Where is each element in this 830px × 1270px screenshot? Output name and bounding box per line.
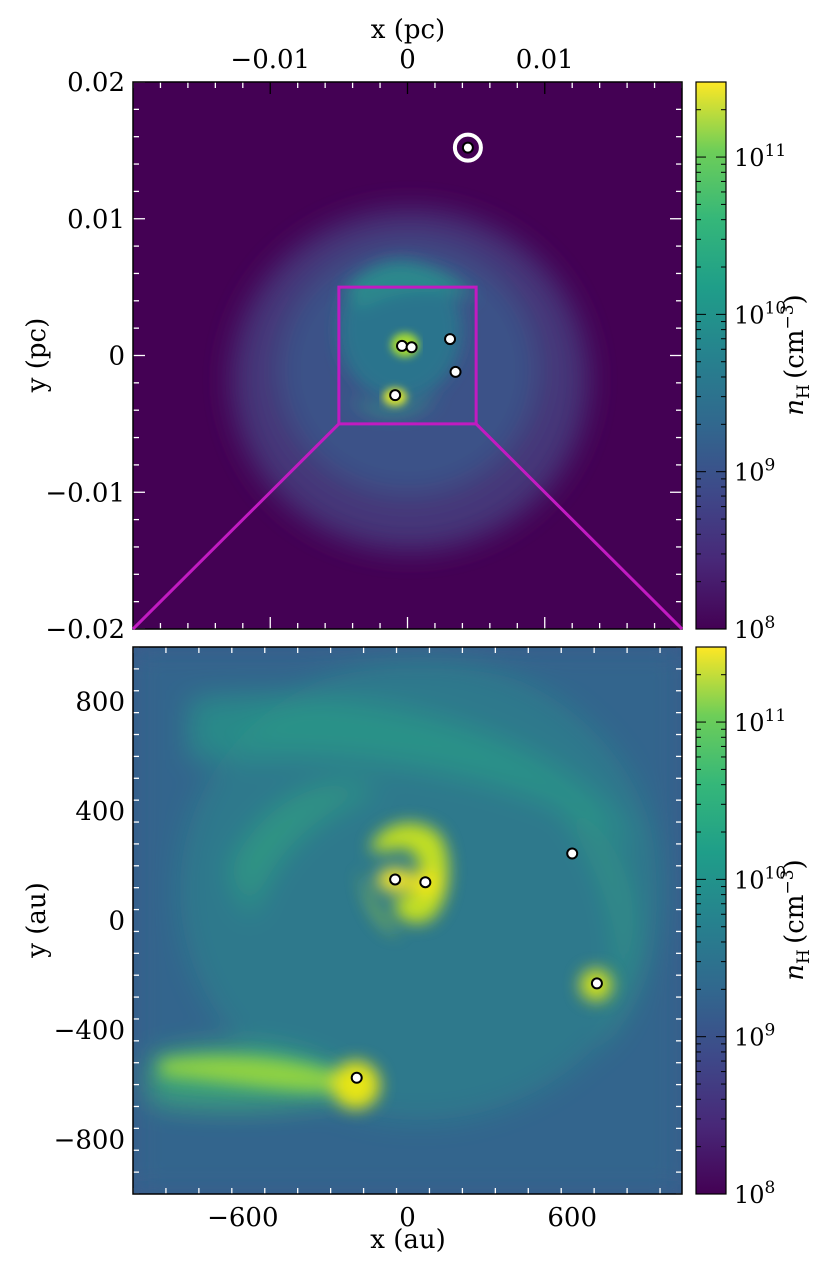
top-x-tick-labels: −0.01 0 0.01 <box>230 45 573 75</box>
top-colorbar-label: nH (cm−3) <box>778 294 814 415</box>
top-colorbar: 108 109 1010 1011 nH (cm−3) <box>695 81 814 644</box>
colorbar-tick-label: 108 <box>734 613 775 644</box>
top-y-tick-labels: 0.02 0.01 0 −0.01 −0.02 <box>45 68 125 645</box>
sink-particle <box>566 847 579 860</box>
y-tick-label: 400 <box>75 797 125 827</box>
bottom-colorbar-ticks <box>696 646 726 1195</box>
x-tick-label: 0 <box>399 1203 416 1233</box>
bottom-x-tick-labels: −600 0 600 <box>207 1203 597 1233</box>
zoom-connector-right <box>475 422 684 631</box>
bottom-density-map <box>133 647 682 1194</box>
sink-particle <box>389 873 402 886</box>
y-tick-label: −0.02 <box>45 615 125 645</box>
bottom-colorbar-gradient <box>695 646 727 1195</box>
sink-highlight-ring <box>452 132 483 163</box>
zoom-connector-left <box>131 422 340 631</box>
bottom-y-axis-title: y (au) <box>22 882 52 959</box>
x-tick-label: 0.01 <box>516 45 574 75</box>
y-tick-label: −0.01 <box>45 478 125 508</box>
colorbar-tick-label: 109 <box>734 1021 775 1052</box>
top-sink-particles <box>389 132 483 402</box>
top-panel: −0.01 0 0.01 0.02 0.01 0 −0.01 −0.02 x (pc) y … <box>22 15 684 645</box>
sink-particle <box>396 339 409 352</box>
sink-particle <box>389 389 402 402</box>
top-colorbar-tick-labels: 108 109 1010 1011 <box>734 141 786 644</box>
top-y-axis-title: y (pc) <box>22 318 52 393</box>
zoom-box <box>131 285 684 631</box>
colorbar-tick-label: 108 <box>734 1178 775 1209</box>
x-tick-label: 600 <box>547 1203 597 1233</box>
x-tick-label: −0.01 <box>230 45 310 75</box>
y-tick-label: 0.01 <box>67 205 125 235</box>
sink-particle <box>419 876 432 889</box>
colorbar-tick-label: 1011 <box>734 706 786 737</box>
y-tick-label: 800 <box>75 688 125 718</box>
sink-particle <box>350 1071 363 1084</box>
bottom-panel: −600 0 600 800 400 0 −400 −800 x (au) y (au) <box>22 646 683 1255</box>
top-x-axis-title: x (pc) <box>371 15 445 45</box>
colorbar-tick-label: 109 <box>734 456 775 487</box>
y-tick-label: −800 <box>54 1125 125 1155</box>
bottom-colorbar-label: nH (cm−3) <box>778 859 814 980</box>
bottom-colorbar: 108 109 1010 1011 nH (cm−3) <box>695 646 814 1209</box>
bottom-tick-marks <box>132 646 682 1195</box>
y-tick-label: 0 <box>108 907 125 937</box>
bottom-x-axis-title: x (au) <box>370 1225 445 1255</box>
top-colorbar-ticks <box>696 81 726 630</box>
sink-particle <box>590 977 603 990</box>
sink-particle <box>449 365 462 378</box>
bottom-sink-particles <box>350 847 603 1084</box>
zoom-box-rect <box>337 285 478 426</box>
top-plot-frame <box>132 81 683 630</box>
x-tick-label: −600 <box>207 1203 278 1233</box>
y-tick-label: 0.02 <box>67 68 125 98</box>
sink-particle <box>461 141 474 154</box>
bottom-plot-frame <box>132 646 683 1195</box>
sink-particle <box>405 341 418 354</box>
sink-particle <box>444 333 457 346</box>
colorbar-tick-label: 1010 <box>734 863 786 894</box>
bottom-colorbar-tick-labels: 108 109 1010 1011 <box>734 706 786 1209</box>
bottom-y-tick-labels: 800 400 0 −400 −800 <box>54 688 125 1156</box>
colorbar-tick-label: 1011 <box>734 141 786 172</box>
y-tick-label: 0 <box>108 342 125 372</box>
y-tick-label: −400 <box>54 1016 125 1046</box>
x-tick-label: 0 <box>399 45 416 75</box>
top-colorbar-gradient <box>695 81 727 630</box>
colorbar-tick-label: 1010 <box>734 298 786 329</box>
